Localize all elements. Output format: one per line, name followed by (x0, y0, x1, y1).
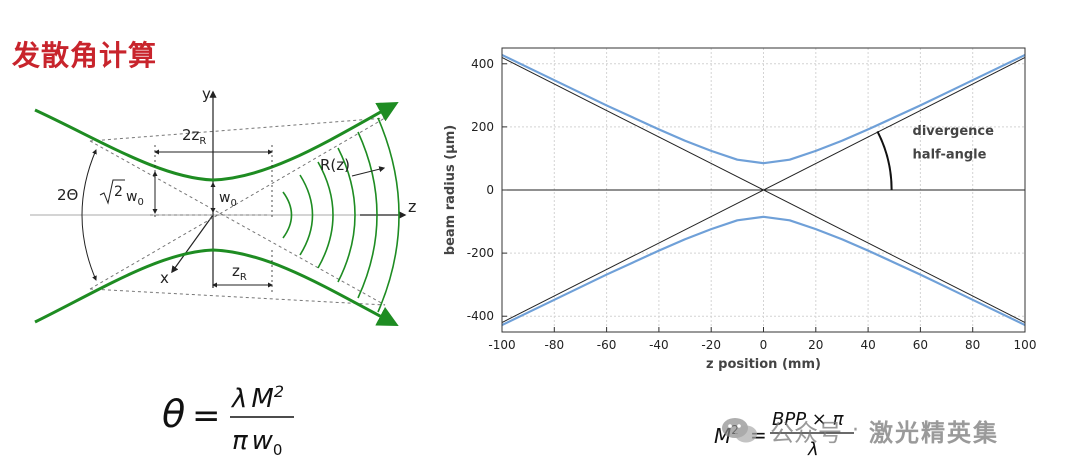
asymptote-cross-1 (89, 117, 386, 290)
label-sqrt2w0: w0 (126, 189, 144, 208)
y-axis-label: beam radius (μm) (443, 125, 458, 255)
page-title: 发散角计算 (12, 39, 158, 72)
formula-theta-eq: = (192, 396, 221, 436)
y-tick-label: -200 (467, 246, 494, 260)
watermark-separator: · (852, 417, 859, 443)
divergence-angle-arc (876, 130, 893, 191)
label-axis-y: y (202, 85, 211, 103)
label-2theta: 2Θ (57, 186, 78, 204)
sqrt-symbol (99, 179, 125, 205)
series-line-1 (501, 215, 1026, 327)
y-tick-label: 0 (486, 183, 494, 197)
formula-theta-denominator: π w0 (232, 426, 282, 459)
formula-theta-lhs: θ (162, 392, 185, 436)
beam-envelope-upper (34, 101, 399, 182)
x-tick-label: -20 (701, 338, 721, 352)
divergence-arc (81, 149, 97, 281)
x-tick-label: -40 (649, 338, 669, 352)
asymptote-upper (89, 117, 386, 142)
label-zr: zR (232, 262, 247, 283)
y-tick-label: -400 (467, 309, 494, 323)
y-tick-label: 200 (471, 120, 494, 134)
x-tick-label: -100 (488, 338, 515, 352)
chart-ticks: -100 -80 -60 -40 -20 0 20 40 60 80 100-400-2000200… (467, 57, 1037, 352)
gaussian-beam-diagram: 2zR zR w0 2 w0 2Θ R(z) y x z (30, 85, 416, 326)
x-tick-label: 0 (760, 338, 768, 352)
watermark: 公众号 · 激光精英集 (720, 410, 999, 450)
label-2zr: 2zR (182, 126, 206, 147)
y-tick-label: 400 (471, 57, 494, 71)
x-tick-label: 20 (808, 338, 823, 352)
x-axis-line (171, 214, 214, 274)
label-axis-x: x (160, 269, 169, 287)
label-w0: w0 (219, 190, 237, 209)
wechat-icon (722, 418, 757, 443)
annotation-half-angle: half-angle (913, 147, 987, 162)
x-tick-label: 80 (965, 338, 980, 352)
asymptote-cross-2 (89, 288, 386, 306)
x-tick-label: -60 (597, 338, 617, 352)
x-tick-label: -80 (544, 338, 564, 352)
label-sqrt2: 2 (114, 184, 123, 200)
x-tick-label: 100 (1014, 338, 1037, 352)
asymptote-lower (89, 140, 386, 306)
beam-envelope-lower (34, 248, 399, 326)
formula-theta: θ = λ M2 π w0 (162, 382, 294, 459)
annotation-divergence: divergence (913, 124, 995, 139)
formula-m2-denominator: λ (807, 439, 819, 460)
wavefronts (282, 117, 400, 313)
label-axis-z: z (408, 197, 416, 216)
label-rz: R(z) (320, 156, 350, 174)
chart-series (501, 53, 1026, 327)
rz-pointer (351, 166, 386, 177)
formula-m2-numerator: BPP × π (772, 409, 845, 430)
watermark-brand: 激光精英集 (869, 418, 999, 447)
formula-theta-numerator: λ M2 (230, 382, 284, 414)
watermark-source: 公众号 (770, 418, 842, 447)
x-tick-label: 40 (860, 338, 875, 352)
formula-m2: M2 = BPP × π λ (714, 409, 854, 460)
beam-radius-chart: -100 -80 -60 -40 -20 0 20 40 60 80 100-400-2000200… (443, 47, 1037, 372)
series-line-0 (501, 53, 1026, 165)
x-axis-label: z position (mm) (706, 357, 821, 372)
x-tick-label: 60 (913, 338, 928, 352)
